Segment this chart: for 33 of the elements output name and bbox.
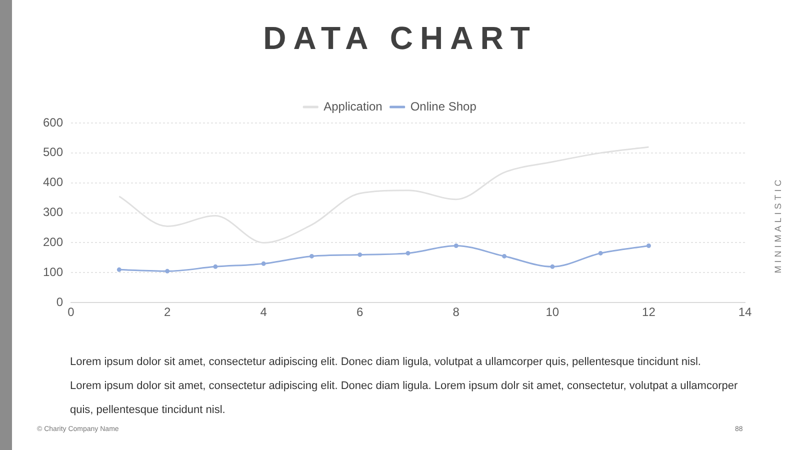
x-tick-label: 8 — [452, 305, 460, 320]
x-tick-label: 14 — [738, 305, 752, 320]
legend-label: Application — [324, 99, 382, 114]
point — [454, 243, 458, 248]
point — [646, 243, 651, 248]
x-tick-label: 4 — [260, 305, 268, 320]
legend-label: Online Shop — [410, 99, 477, 114]
point — [116, 267, 122, 272]
point — [213, 264, 218, 269]
x-tick-label: 2 — [164, 305, 171, 320]
y-tick-label: 500 — [42, 145, 64, 160]
chart-title: DATA CHART — [262, 20, 538, 57]
point — [598, 250, 603, 256]
text: Lorem ipsum dolor sit amet, consectetur adipiscing elit. Donec diam ligula. Lorem ipsum dolr sit amet, consectetur, volutpat a ullamcorper quis, pellentesque tincidunt nisl. — [70, 379, 739, 418]
y-tick-label: 0 — [56, 294, 64, 309]
x-tick-label: 0 — [68, 305, 75, 320]
point — [550, 264, 555, 269]
text: MINIMALISTIC — [773, 176, 783, 274]
point — [309, 254, 314, 258]
point — [261, 261, 266, 266]
y-tick-label: 400 — [42, 175, 64, 190]
y-tick-label: 200 — [42, 235, 64, 250]
text: Lorem ipsum dolor sit amet, consectetur adipiscing elit. Donec diam ligula, volutpat a ullamcorper quis, pellentesque tincidunt nisl. — [70, 355, 702, 370]
point — [406, 250, 410, 256]
y-tick-label: 600 — [42, 115, 64, 130]
point — [358, 252, 362, 257]
point — [165, 268, 170, 274]
x-tick-label: 10 — [546, 305, 560, 320]
x-tick-label: 6 — [356, 305, 364, 320]
y-tick-label: 300 — [42, 205, 64, 220]
x-tick-label: 12 — [642, 305, 656, 320]
y-tick-label: 100 — [42, 264, 64, 279]
point — [502, 254, 507, 258]
